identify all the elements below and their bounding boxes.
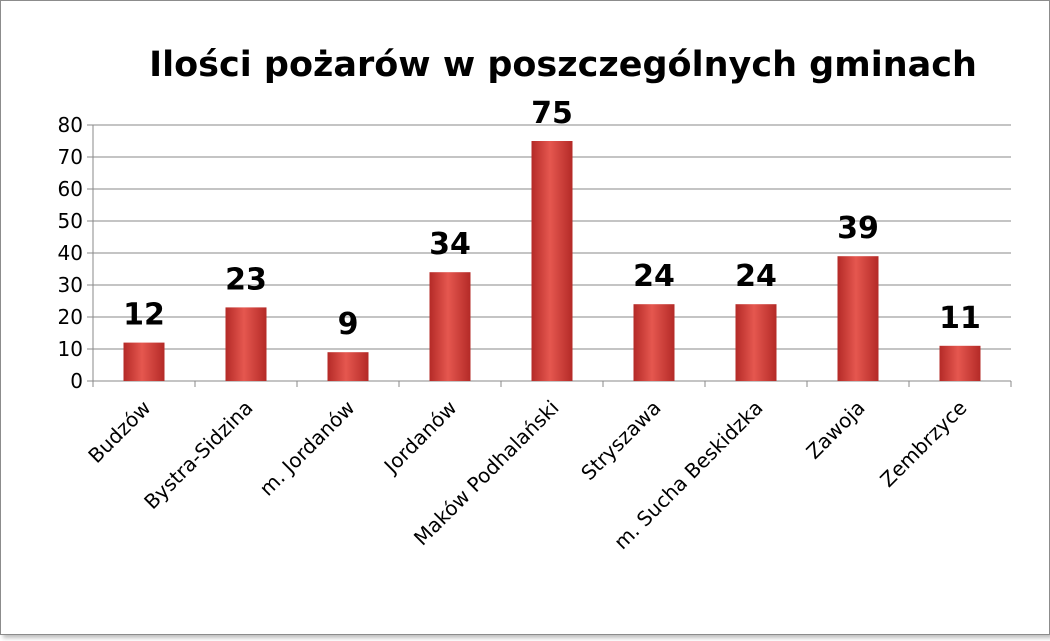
x-tick-label: Bystra-Sidzina [139,396,257,514]
bar [735,304,777,381]
bar [837,256,879,381]
y-tick-label: 60 [58,177,83,201]
data-label: 75 [531,96,573,131]
y-tick-label: 50 [58,209,83,233]
x-tick-label: Zembrzyce [875,396,971,492]
x-tick-label: Budzów [83,396,155,468]
chart-title: Ilości pożarów w poszczególnych gminach [149,45,977,85]
y-tick-label: 70 [58,145,83,169]
y-tick-label: 40 [58,241,83,265]
bar [123,342,165,381]
x-tick-label: Zawoja [801,396,869,464]
x-tick-label: Stryszawa [576,396,665,485]
data-label: 9 [338,307,359,342]
bar [633,304,675,381]
bars-layer [123,141,981,381]
y-tick-label: 80 [58,113,83,137]
bar [225,307,267,381]
y-tick-label: 0 [70,369,83,393]
y-tick-labels-layer: 0 10 20 30 40 50 60 70 80 [58,113,83,393]
x-tick-label: Jordanów [378,396,462,480]
bar [327,352,369,381]
bar [939,345,981,381]
y-tick-label: 10 [58,337,83,361]
y-tick-label: 30 [58,273,83,297]
bar [429,272,471,381]
data-label: 11 [939,301,981,336]
data-label: 12 [123,298,165,333]
data-label: 23 [225,262,267,297]
bar [531,141,573,381]
data-label: 34 [429,227,471,262]
data-labels-layer: 12 23 9 34 75 24 24 39 11 [123,96,981,342]
data-label: 39 [837,211,879,246]
data-label: 24 [735,259,777,294]
y-tick-label: 20 [58,305,83,329]
data-label: 24 [633,259,675,294]
x-tick-label: m. Jordanów [255,396,360,501]
